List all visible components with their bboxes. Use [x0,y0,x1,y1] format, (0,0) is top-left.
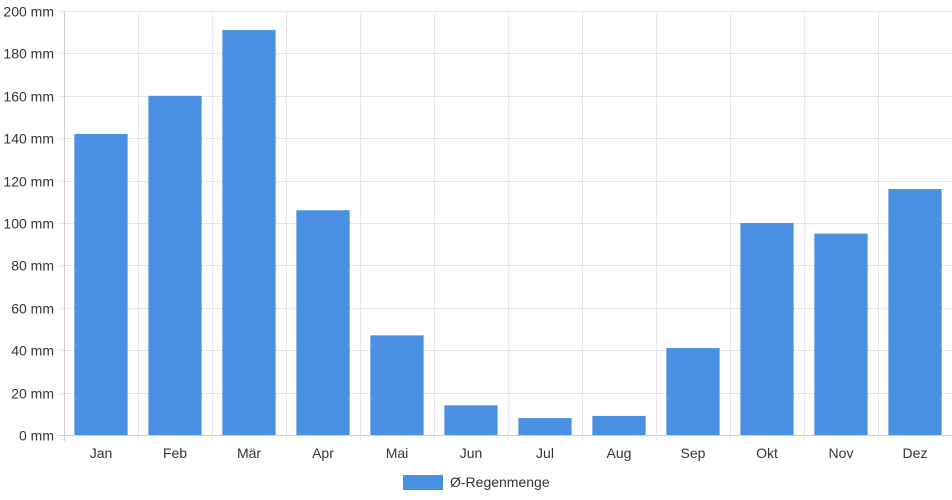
y-tick-label: 120 mm [3,174,54,190]
x-tick-label: Jan [90,445,113,461]
bar-jan[interactable] [74,133,128,435]
x-tick-label: Aug [607,445,632,461]
x-tick-label: Okt [756,445,778,461]
y-tick-label: 60 mm [11,301,54,317]
y-tick-label: 180 mm [3,46,54,62]
y-tick-label: 80 mm [11,258,54,274]
x-tick-label: Nov [829,445,854,461]
bar-mär[interactable] [222,30,276,436]
x-tick-label: Apr [312,445,334,461]
x-tick-label: Jun [460,445,483,461]
grid-lines [58,11,952,441]
bar-jul[interactable] [518,418,572,435]
bar-mai[interactable] [370,335,424,435]
y-tick-label: 200 mm [3,4,54,20]
bar-sep[interactable] [666,348,720,435]
y-tick-label: 20 mm [11,386,54,402]
x-tick-label: Sep [681,445,706,461]
y-axis: 0 mm 20 mm 40 mm 60 mm 80 mm 100 mm 120 mm 140 … [3,4,54,444]
bar-nov[interactable] [814,233,868,435]
bar-apr[interactable] [296,210,350,435]
y-tick-label: 140 mm [3,131,54,147]
bar-okt[interactable] [740,223,794,435]
x-tick-label: Feb [163,445,187,461]
bar-jun[interactable] [444,405,498,435]
y-tick-label: 0 mm [19,428,54,444]
legend-label-regenmenge[interactable]: Ø-Regenmenge [450,474,550,490]
x-tick-label: Jul [536,445,554,461]
legend[interactable]: Ø-Regenmenge [403,474,550,490]
x-tick-label: Dez [903,445,928,461]
x-tick-label: Mär [237,445,261,461]
bar-dez[interactable] [888,189,942,435]
x-axis: Jan Feb Mär Apr Mai Jun Jul Aug Sep Okt Nov Dez [90,445,928,461]
y-tick-label: 100 mm [3,216,54,232]
x-tick-label: Mai [386,445,409,461]
legend-swatch[interactable] [403,475,443,490]
bar-aug[interactable] [592,415,646,435]
y-tick-label: 160 mm [3,89,54,105]
bar-feb[interactable] [148,95,202,436]
bars [74,30,942,436]
y-tick-label: 40 mm [11,343,54,359]
